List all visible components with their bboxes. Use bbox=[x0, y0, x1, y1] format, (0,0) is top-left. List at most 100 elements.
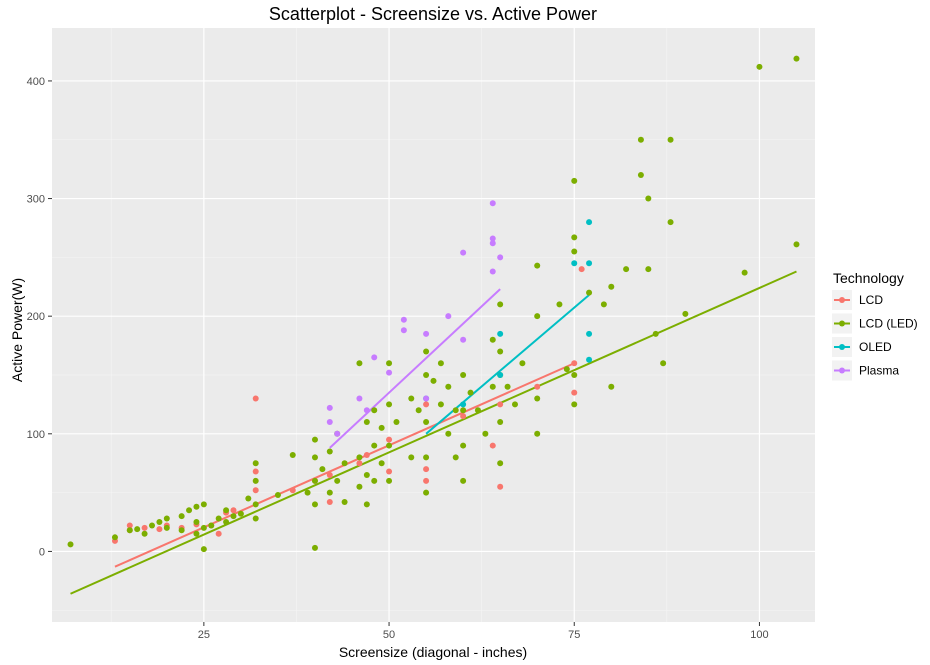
data-point bbox=[571, 260, 578, 267]
legend-key-point bbox=[839, 297, 845, 303]
data-point bbox=[519, 360, 526, 367]
data-point bbox=[356, 460, 363, 467]
data-point bbox=[326, 404, 333, 411]
y-tick-label: 300 bbox=[27, 194, 45, 206]
data-point bbox=[356, 395, 363, 402]
data-point bbox=[193, 530, 200, 537]
data-point bbox=[386, 436, 393, 443]
legend-label: Plasma bbox=[859, 364, 899, 378]
data-point bbox=[497, 371, 504, 378]
data-point bbox=[141, 524, 148, 531]
data-point bbox=[571, 234, 578, 241]
data-point bbox=[67, 541, 74, 548]
data-point bbox=[371, 442, 378, 449]
legend-label: OLED bbox=[859, 340, 892, 354]
data-point bbox=[178, 527, 185, 534]
data-point bbox=[423, 466, 430, 473]
data-point bbox=[356, 360, 363, 367]
y-tick-label: 400 bbox=[27, 76, 45, 88]
data-point bbox=[423, 348, 430, 355]
data-point bbox=[200, 501, 207, 508]
data-point bbox=[215, 515, 222, 522]
data-point bbox=[252, 487, 259, 494]
data-point bbox=[356, 483, 363, 490]
data-point bbox=[423, 489, 430, 496]
data-point bbox=[460, 407, 467, 414]
data-point bbox=[149, 522, 156, 529]
data-point bbox=[534, 395, 541, 402]
data-point bbox=[578, 266, 585, 273]
data-point bbox=[423, 395, 430, 402]
data-point bbox=[571, 401, 578, 408]
data-point bbox=[341, 460, 348, 467]
data-point bbox=[460, 442, 467, 449]
data-point bbox=[252, 501, 259, 508]
data-point bbox=[497, 460, 504, 467]
data-point bbox=[386, 369, 393, 376]
trend-line bbox=[329, 288, 501, 449]
data-point bbox=[497, 401, 504, 408]
legend: Technology LCD LCD (LED) OLED Plasma bbox=[832, 270, 918, 381]
data-point bbox=[378, 424, 385, 431]
data-point bbox=[571, 177, 578, 184]
legend-label: LCD (LED) bbox=[859, 317, 918, 331]
data-point bbox=[652, 330, 659, 337]
data-point bbox=[386, 401, 393, 408]
data-point bbox=[637, 136, 644, 143]
data-point bbox=[363, 501, 370, 508]
data-point bbox=[445, 430, 452, 437]
data-point bbox=[660, 360, 667, 367]
data-point bbox=[497, 254, 504, 261]
plot-panel bbox=[52, 28, 815, 622]
data-point bbox=[571, 360, 578, 367]
data-point bbox=[341, 499, 348, 506]
data-point bbox=[163, 524, 170, 531]
data-point bbox=[408, 454, 415, 461]
data-point bbox=[311, 454, 318, 461]
data-point bbox=[460, 401, 467, 408]
data-point bbox=[741, 269, 748, 276]
data-point bbox=[237, 510, 244, 517]
data-point bbox=[474, 407, 481, 414]
data-point bbox=[467, 389, 474, 396]
data-point bbox=[489, 383, 496, 390]
data-point bbox=[274, 491, 281, 498]
data-point bbox=[371, 407, 378, 414]
data-point bbox=[400, 327, 407, 334]
data-point bbox=[682, 310, 689, 317]
x-tick-label: 50 bbox=[383, 629, 395, 641]
data-point bbox=[423, 371, 430, 378]
data-point bbox=[430, 377, 437, 384]
data-point bbox=[245, 495, 252, 502]
data-point bbox=[326, 419, 333, 426]
data-point bbox=[489, 200, 496, 207]
data-point bbox=[223, 507, 230, 514]
x-tick-label: 25 bbox=[198, 629, 210, 641]
data-point bbox=[452, 454, 459, 461]
data-point bbox=[156, 526, 163, 533]
data-point bbox=[608, 383, 615, 390]
data-point bbox=[460, 477, 467, 484]
data-point bbox=[437, 401, 444, 408]
data-point bbox=[134, 526, 141, 533]
data-point bbox=[363, 471, 370, 478]
panel-background bbox=[52, 28, 815, 622]
data-point bbox=[445, 313, 452, 320]
y-axis-title: Active Power(W) bbox=[9, 278, 25, 382]
data-point bbox=[460, 371, 467, 378]
legend-key-point bbox=[839, 344, 845, 350]
legend-key-point bbox=[839, 367, 845, 374]
data-point bbox=[563, 366, 570, 373]
data-point bbox=[667, 136, 674, 143]
legend-items: LCD LCD (LED) OLED Plasma bbox=[832, 290, 918, 381]
data-point bbox=[793, 55, 800, 62]
data-point bbox=[415, 407, 422, 414]
data-point bbox=[215, 530, 222, 537]
data-point bbox=[623, 266, 630, 273]
data-point bbox=[460, 413, 467, 420]
data-point bbox=[230, 513, 237, 520]
data-point bbox=[756, 63, 763, 70]
data-point bbox=[326, 471, 333, 478]
data-point bbox=[608, 283, 615, 290]
data-point bbox=[667, 219, 674, 226]
